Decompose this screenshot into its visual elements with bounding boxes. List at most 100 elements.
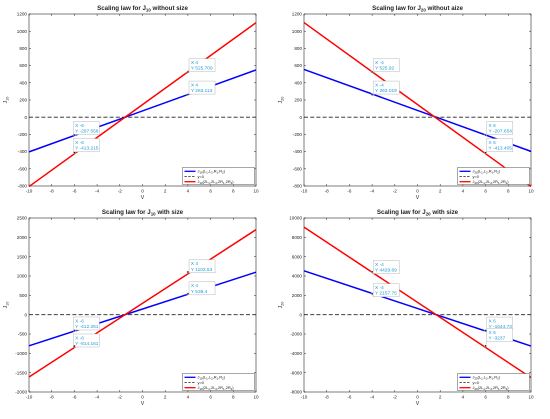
x-tick-label: -10 [26,189,33,194]
legend-entry-3: J20(2L1,2L2,2R1,2R2) [473,179,510,185]
y-tick-label: 1000 [17,29,28,34]
datatip-x: X -4 [375,285,384,291]
datatip-box [73,333,100,348]
chart-title: Scaling law for J20 without aize [372,5,463,13]
x-tick-label: -6 [72,189,77,194]
datatip-marker [73,329,76,332]
plot-area [28,217,257,393]
y-tick-label: 600 [294,63,302,68]
y-tick-label: -2000 [290,332,302,337]
datatip: X -6Y -814.161 [73,333,100,348]
datatip-y: Y 4429.69 [375,268,397,274]
x-tick-label: 4 [187,189,190,194]
legend-entry-1: J10(L1,L2,R1,R2) [198,169,226,175]
x-tick-label: -4 [370,189,375,194]
datatip-y: Y -413.215 [75,146,99,152]
x-tick-label: 10 [253,189,259,194]
chart-2: Scaling law for J20 without aize -10 -8 -6 -… [278,5,534,201]
datatip-box [372,260,400,274]
datatip: X 4Y 539.4 [186,281,216,296]
plot-area [303,13,532,187]
datatip-x: X -4 [375,82,384,88]
x-axis-label: V [141,195,145,201]
datatip-marker [186,292,190,296]
x-tick-label: 8 [507,189,510,194]
datatip-y: Y 525.709 [191,66,213,72]
y-tick-label: 1000 [17,274,28,279]
y-tick-label: -200 [18,132,28,137]
datatip-box [372,283,400,297]
datatip-x: X -4 [375,262,384,268]
x-tick-label: -2 [118,189,123,194]
x-tick-label: -2 [118,395,123,400]
datatip: X -4Y 263.019 [370,80,400,96]
x-tick-label: 2 [164,395,167,400]
y-tick-label: 6000 [292,254,303,259]
y-tick-label: 2500 [17,216,28,221]
datatip-y: Y 1102.53 [191,267,213,273]
x-tick-label: 0 [416,189,419,194]
y-tick-label: -200 [293,132,303,137]
y-tick-label: 200 [19,98,27,103]
datatip: X 4Y 1102.53 [186,259,216,274]
x-tick-label: -4 [370,395,375,400]
datatip-y: Y -207.654 [489,129,513,135]
legend-entry-3: J10(2L1,2L2,2R1,2R2) [198,179,235,185]
legend-entry-1: J10(L1,L2,R1,R2) [198,375,226,381]
x-tick-label: -2 [393,189,398,194]
datatip: X -4Y 2157.75 [370,283,400,297]
datatip-marker [484,151,487,155]
y-tick-label: 500 [19,293,27,298]
legend-box [182,373,255,391]
datatip-box [188,259,216,274]
datatip-box [188,281,216,296]
datatip-y: Y 2157.75 [375,291,397,297]
y-tick-label: 1200 [292,12,303,17]
y-axis-label: J10 [3,302,9,309]
x-tick-label: -8 [325,189,330,194]
x-axis-label: V [416,195,420,201]
datatip-x: X 4 [191,60,199,66]
x-tick-label: -10 [301,189,308,194]
x-tick-label: -6 [72,395,77,400]
y-tick-label: 8000 [292,235,303,240]
x-tick-label: 10 [528,189,534,194]
datatip-box [372,58,400,72]
datatip-y: Y 539.4 [191,289,208,295]
y-tick-label: 1000 [292,29,303,34]
chart-title: Scaling law for J10 with size [102,209,184,217]
legend-entry-2: y=0 [473,380,480,385]
datatip-box [372,80,400,95]
datatip-x: X -6 [75,140,84,146]
datatip-marker [73,133,76,137]
datatip-marker [186,70,190,74]
x-tick-label: -10 [26,395,33,400]
x-tick-label: 6 [209,189,212,194]
legend-entry-1: J20(L1,L2,R1,R2) [473,375,501,381]
datatip-marker [186,93,190,96]
y-tick-label: 2000 [17,235,28,240]
x-tick-label: 2 [439,395,442,400]
x-tick-label: -4 [95,189,100,194]
series-line-3 [28,229,257,378]
series-line-3 [28,22,257,188]
y-tick-label: 4000 [292,274,303,279]
datatip-x: X 4 [191,283,199,289]
datatip-y: Y -412.251 [75,324,99,330]
datatip-x: X 6 [489,330,497,336]
datatip-x: X 6 [489,140,497,146]
y-tick-label: -6000 [290,370,302,375]
y-tick-label: -4000 [290,351,302,356]
datatip-marker [370,292,374,296]
datatip-x: X 6 [489,123,497,129]
datatip-y: Y -3237 [489,336,506,342]
x-tick-label: -4 [95,395,100,400]
legend-entry-3: J20(2L1,2L2,2R1,2R2) [473,385,510,391]
x-tick-label: -6 [347,189,352,194]
x-tick-label: -8 [325,395,330,400]
y-tick-label: -600 [293,166,303,171]
datatip-marker [370,70,374,74]
